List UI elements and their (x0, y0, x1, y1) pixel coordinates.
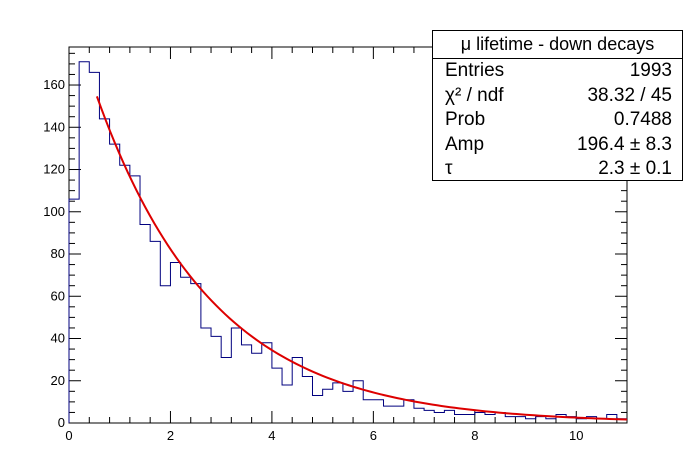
stat-label-chi2: χ² / ndf (445, 84, 504, 106)
x-tick-label: 4 (268, 428, 275, 443)
histogram-series (68, 61, 627, 423)
stat-row-entries: Entries 1993 (433, 59, 682, 84)
y-tick-label: 40 (51, 331, 65, 346)
stat-row-chi2: χ² / ndf 38.32 / 45 (433, 84, 682, 109)
stat-value-prob: 0.7488 (613, 109, 672, 130)
stat-label-entries: Entries (445, 60, 505, 81)
y-tick-label: 120 (43, 162, 65, 177)
stats-title: μ lifetime - down decays (433, 31, 682, 59)
stat-value-tau: 2.3 ± 0.1 (598, 158, 672, 179)
stat-label-amp: Amp (445, 133, 485, 155)
y-tick-label: 140 (43, 119, 65, 134)
y-tick-label: 60 (51, 288, 65, 303)
stat-row-amp: Amp 196.4 ± 8.3 (433, 133, 682, 158)
stat-value-entries: 1993 (629, 60, 672, 81)
stat-value-chi2: 38.32 / 45 (587, 84, 672, 106)
fit-curve (95, 96, 628, 421)
stat-row-prob: Prob 0.7488 (433, 108, 682, 133)
y-tick-label: 20 (51, 373, 65, 388)
y-tick-label: 160 (43, 77, 65, 92)
stat-label-tau: τ (445, 158, 453, 179)
x-tick-label: 10 (569, 428, 583, 443)
stat-label-prob: Prob (445, 109, 486, 130)
x-tick-label: 0 (65, 428, 72, 443)
x-tick-label: 2 (167, 428, 174, 443)
stats-box: μ lifetime - down decays Entries 1993 χ²… (432, 30, 683, 181)
y-tick-label: 80 (51, 246, 65, 261)
stat-value-amp: 196.4 ± 8.3 (577, 133, 672, 155)
y-tick-label: 0 (58, 415, 65, 430)
stat-row-tau: τ 2.3 ± 0.1 (433, 157, 682, 182)
x-tick-label: 6 (370, 428, 377, 443)
y-tick-label: 100 (43, 204, 65, 219)
x-tick-label: 8 (471, 428, 478, 443)
